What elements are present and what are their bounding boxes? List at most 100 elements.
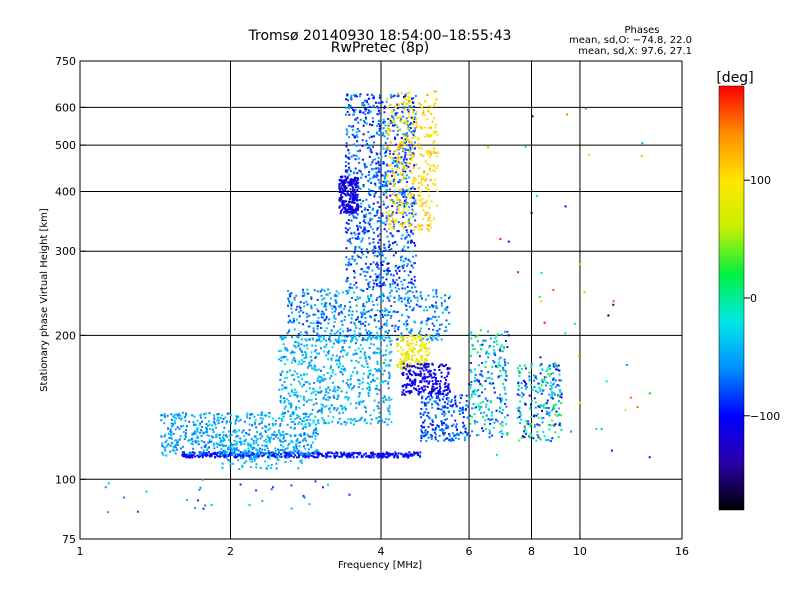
echo-point — [423, 309, 426, 312]
echo-point — [307, 435, 310, 438]
echo-point — [320, 310, 323, 313]
echo-point — [368, 454, 371, 457]
echo-point — [290, 307, 293, 310]
echo-point — [220, 447, 223, 450]
echo-point — [443, 330, 446, 333]
echo-point — [499, 393, 501, 396]
echo-point — [310, 304, 313, 307]
echo-point — [403, 106, 406, 109]
echo-point — [507, 362, 510, 365]
echo-point — [403, 270, 406, 273]
echo-point — [206, 447, 209, 450]
echo-point — [385, 451, 388, 454]
echo-point — [386, 145, 389, 148]
echo-point — [406, 122, 409, 124]
echo-point — [406, 365, 409, 368]
echo-point — [351, 236, 354, 239]
echo-point — [388, 182, 391, 185]
echo-point — [233, 456, 236, 459]
echo-point — [535, 390, 537, 393]
echo-point — [314, 456, 317, 459]
echo-point — [392, 278, 395, 281]
echo-point — [402, 212, 405, 215]
echo-point — [552, 363, 555, 366]
echo-point — [343, 453, 346, 456]
echo-point — [422, 337, 425, 340]
echo-point — [401, 249, 404, 252]
echo-point — [384, 180, 387, 183]
echo-point — [338, 412, 341, 415]
echo-point — [358, 394, 361, 397]
echo-point — [416, 452, 419, 455]
echo-point — [417, 223, 420, 226]
echo-point — [180, 447, 182, 450]
echo-point — [388, 223, 391, 226]
echo-point — [405, 229, 408, 232]
echo-point — [385, 149, 388, 152]
echo-point — [301, 294, 304, 297]
echo-point — [533, 386, 536, 388]
echo-point — [435, 433, 437, 436]
echo-point — [236, 453, 239, 456]
echo-point — [406, 350, 409, 353]
echo-point — [396, 201, 399, 204]
echo-point — [246, 416, 249, 419]
echo-point — [381, 456, 384, 459]
echo-point — [381, 309, 383, 312]
echo-point — [420, 327, 423, 330]
echo-point — [499, 356, 502, 359]
echo-point — [362, 338, 365, 341]
echo-point — [341, 408, 344, 410]
echo-point — [367, 455, 370, 458]
echo-point — [288, 329, 291, 332]
echo-point — [416, 334, 419, 337]
echo-point — [240, 452, 243, 455]
echo-point — [306, 367, 309, 369]
echo-point — [318, 379, 321, 382]
echo-point — [415, 374, 418, 376]
echo-point — [433, 90, 435, 93]
echo-point — [380, 269, 383, 272]
echo-point — [297, 400, 300, 403]
echo-point — [194, 429, 197, 432]
echo-point — [344, 154, 347, 157]
echo-point — [412, 370, 415, 373]
echo-point — [382, 132, 385, 135]
echo-point — [373, 141, 376, 144]
echo-point — [235, 456, 238, 459]
echo-point — [405, 189, 408, 192]
echo-point — [231, 448, 234, 451]
echo-point — [289, 426, 292, 429]
echo-point — [424, 361, 427, 364]
echo-point — [350, 286, 353, 289]
echo-point — [497, 364, 500, 367]
echo-point — [556, 414, 559, 417]
echo-point — [406, 167, 409, 170]
echo-point — [278, 350, 281, 353]
echo-point — [266, 436, 269, 439]
echo-point — [432, 315, 435, 318]
echo-point — [383, 246, 386, 249]
echo-point — [288, 402, 291, 405]
echo-point — [382, 193, 385, 196]
echo-point — [347, 291, 349, 294]
echo-point — [403, 383, 406, 386]
echo-point — [177, 414, 180, 417]
echo-point — [389, 359, 392, 362]
echo-point — [432, 217, 435, 220]
echo-point — [333, 396, 336, 399]
echo-point — [259, 432, 262, 435]
echo-point — [342, 365, 344, 368]
echo-point — [356, 189, 359, 191]
echo-point — [200, 429, 203, 432]
echo-point — [323, 377, 326, 380]
echo-point — [355, 352, 358, 355]
echo-point — [407, 281, 410, 284]
echo-point — [558, 423, 561, 426]
echo-point — [558, 373, 561, 376]
echo-point — [378, 168, 381, 171]
echo-point — [367, 97, 370, 100]
echo-point — [381, 134, 384, 137]
echo-point — [433, 104, 436, 107]
echo-point — [426, 338, 429, 341]
